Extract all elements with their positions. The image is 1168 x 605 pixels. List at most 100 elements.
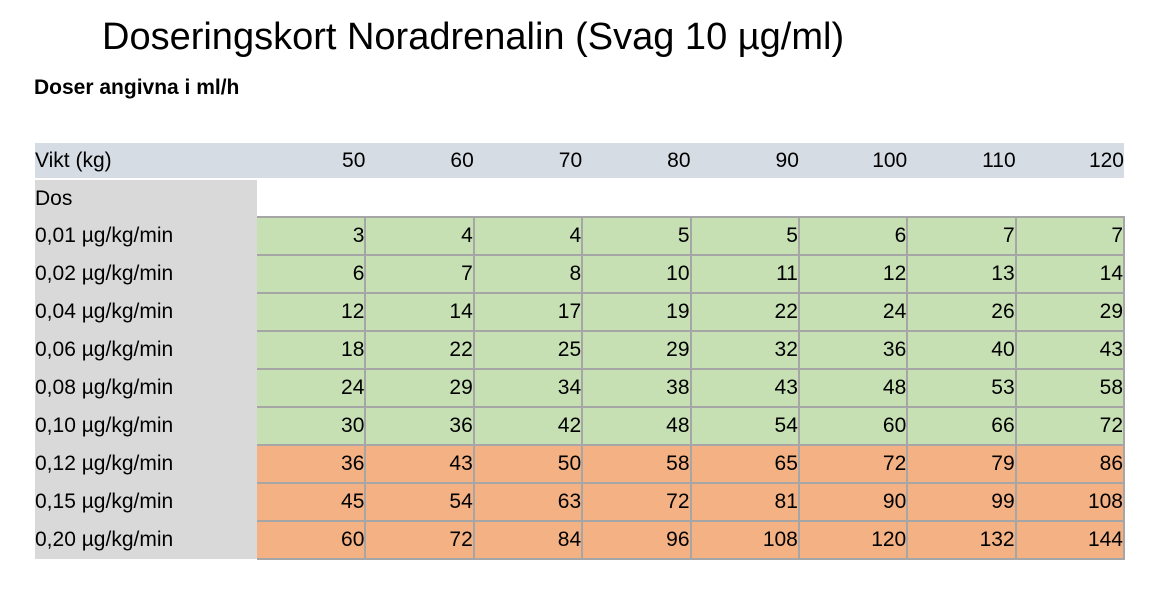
dose-value-cell: 48 <box>581 406 692 446</box>
dose-value-cell: 43 <box>364 444 475 484</box>
dose-value-cell: 86 <box>1014 444 1126 484</box>
dose-value-cell: 36 <box>257 444 367 484</box>
dose-value-cell: 72 <box>581 482 692 522</box>
dose-value-cell: 96 <box>581 520 692 560</box>
dose-value-cell: 34 <box>472 368 584 408</box>
dose-value-cell: 90 <box>797 482 909 522</box>
dose-value-cell: 81 <box>689 482 800 522</box>
dose-value-cell: 58 <box>581 444 692 484</box>
dose-row-green: 0,04 µg/kg/min 12 14 17 19 22 24 26 29 <box>35 292 1126 332</box>
weight-header-cell: 90 <box>690 143 799 180</box>
dose-value-cell: 14 <box>1014 254 1126 294</box>
dose-value-cell: 72 <box>1014 406 1126 446</box>
dose-value-cell: 7 <box>1014 216 1126 256</box>
dose-value-cell: 48 <box>797 368 909 408</box>
dose-value-cell: 60 <box>797 406 909 446</box>
dose-row-label: 0,04 µg/kg/min <box>35 293 257 331</box>
weight-header-cell: 80 <box>582 143 691 180</box>
weight-header-cell: 100 <box>798 143 908 180</box>
dose-value-cell: 11 <box>689 254 800 294</box>
weight-header-cell: 50 <box>257 143 366 180</box>
empty-cell <box>798 179 908 217</box>
dose-value-cell: 7 <box>906 216 1017 256</box>
dose-value-cell: 53 <box>906 368 1017 408</box>
empty-cell <box>907 179 1016 217</box>
dose-value-cell: 32 <box>689 330 800 370</box>
dose-value-cell: 65 <box>689 444 800 484</box>
dose-value-cell: 19 <box>581 292 692 332</box>
dose-value-cell: 38 <box>581 368 692 408</box>
dose-value-cell: 30 <box>257 406 367 446</box>
dose-value-cell: 54 <box>689 406 800 446</box>
dose-value-cell: 7 <box>364 254 475 294</box>
dose-value-cell: 132 <box>906 520 1017 560</box>
dose-value-cell: 72 <box>797 444 909 484</box>
dose-row-label: 0,15 µg/kg/min <box>35 483 257 521</box>
dose-row-label: 0,01 µg/kg/min <box>35 217 257 255</box>
dose-row-green: 0,01 µg/kg/min 3 4 4 5 5 6 7 7 <box>35 216 1126 256</box>
dose-value-cell: 5 <box>689 216 800 256</box>
dose-value-cell: 144 <box>1014 520 1126 560</box>
dose-value-cell: 60 <box>257 520 367 560</box>
dose-value-cell: 10 <box>581 254 692 294</box>
page-subtitle: Doser angivna i ml/h <box>34 76 240 99</box>
dose-value-cell: 22 <box>364 330 475 370</box>
dose-value-cell: 26 <box>906 292 1017 332</box>
empty-cell <box>690 179 799 217</box>
dose-value-cell: 8 <box>472 254 584 294</box>
dose-value-cell: 36 <box>797 330 909 370</box>
dose-row-orange: 0,20 µg/kg/min 60 72 84 96 108 120 132 144 <box>35 520 1126 560</box>
dose-value-cell: 54 <box>364 482 475 522</box>
dose-value-cell: 4 <box>364 216 475 256</box>
dose-value-cell: 3 <box>257 216 367 256</box>
dose-value-cell: 45 <box>257 482 367 522</box>
dose-value-cell: 40 <box>906 330 1017 370</box>
dose-value-cell: 22 <box>689 292 800 332</box>
dose-value-cell: 5 <box>581 216 692 256</box>
dose-value-cell: 58 <box>1014 368 1126 408</box>
dose-value-cell: 25 <box>472 330 584 370</box>
dose-row-label: 0,06 µg/kg/min <box>35 331 257 369</box>
weight-header-cell: 70 <box>473 143 583 180</box>
empty-cell <box>365 179 474 217</box>
dose-value-cell: 36 <box>364 406 475 446</box>
dose-row-green: 0,08 µg/kg/min 24 29 34 38 43 48 53 58 <box>35 368 1126 408</box>
dose-value-cell: 29 <box>364 368 475 408</box>
dose-value-cell: 43 <box>1014 330 1126 370</box>
weight-header-cell: 120 <box>1015 143 1124 180</box>
dose-row-label: 0,08 µg/kg/min <box>35 369 257 407</box>
page-title: Doseringskort Noradrenalin (Svag 10 µg/m… <box>102 16 845 58</box>
dose-row-green: 0,06 µg/kg/min 18 22 25 29 32 36 40 43 <box>35 330 1126 370</box>
dose-row-label: 0,12 µg/kg/min <box>35 445 257 483</box>
dose-value-cell: 13 <box>906 254 1017 294</box>
dose-table: Vikt (kg) 50 60 70 80 90 100 110 120 Dos 0,01 µg/k… <box>35 143 1126 560</box>
empty-cell <box>582 179 691 217</box>
weight-header-label: Vikt (kg) <box>35 143 257 180</box>
dose-row-label: 0,10 µg/kg/min <box>35 407 257 445</box>
dose-value-cell: 14 <box>364 292 475 332</box>
weight-header-cell: 110 <box>907 143 1016 180</box>
dose-value-cell: 12 <box>257 292 367 332</box>
dose-value-cell: 42 <box>472 406 584 446</box>
dose-value-cell: 24 <box>257 368 367 408</box>
dose-row-green: 0,02 µg/kg/min 6 7 8 10 11 12 13 14 <box>35 254 1126 294</box>
dose-value-cell: 6 <box>797 216 909 256</box>
empty-cell <box>473 179 583 217</box>
dose-value-cell: 108 <box>1014 482 1126 522</box>
dose-value-cell: 66 <box>906 406 1017 446</box>
dose-value-cell: 108 <box>689 520 800 560</box>
dose-header-row: Dos <box>35 179 1124 217</box>
dose-row-orange: 0,15 µg/kg/min 45 54 63 72 81 90 99 108 <box>35 482 1126 522</box>
dose-value-cell: 24 <box>797 292 909 332</box>
dose-value-cell: 4 <box>472 216 584 256</box>
dose-row-green: 0,10 µg/kg/min 30 36 42 48 54 60 66 72 <box>35 406 1126 446</box>
dose-value-cell: 6 <box>257 254 367 294</box>
dose-row-label: 0,02 µg/kg/min <box>35 255 257 293</box>
dose-value-cell: 120 <box>797 520 909 560</box>
dose-header-label: Dos <box>35 179 257 217</box>
dose-value-cell: 99 <box>906 482 1017 522</box>
empty-cell <box>257 179 366 217</box>
weight-header-row: Vikt (kg) 50 60 70 80 90 100 110 120 <box>35 143 1124 180</box>
dose-value-cell: 72 <box>364 520 475 560</box>
dose-value-cell: 29 <box>581 330 692 370</box>
